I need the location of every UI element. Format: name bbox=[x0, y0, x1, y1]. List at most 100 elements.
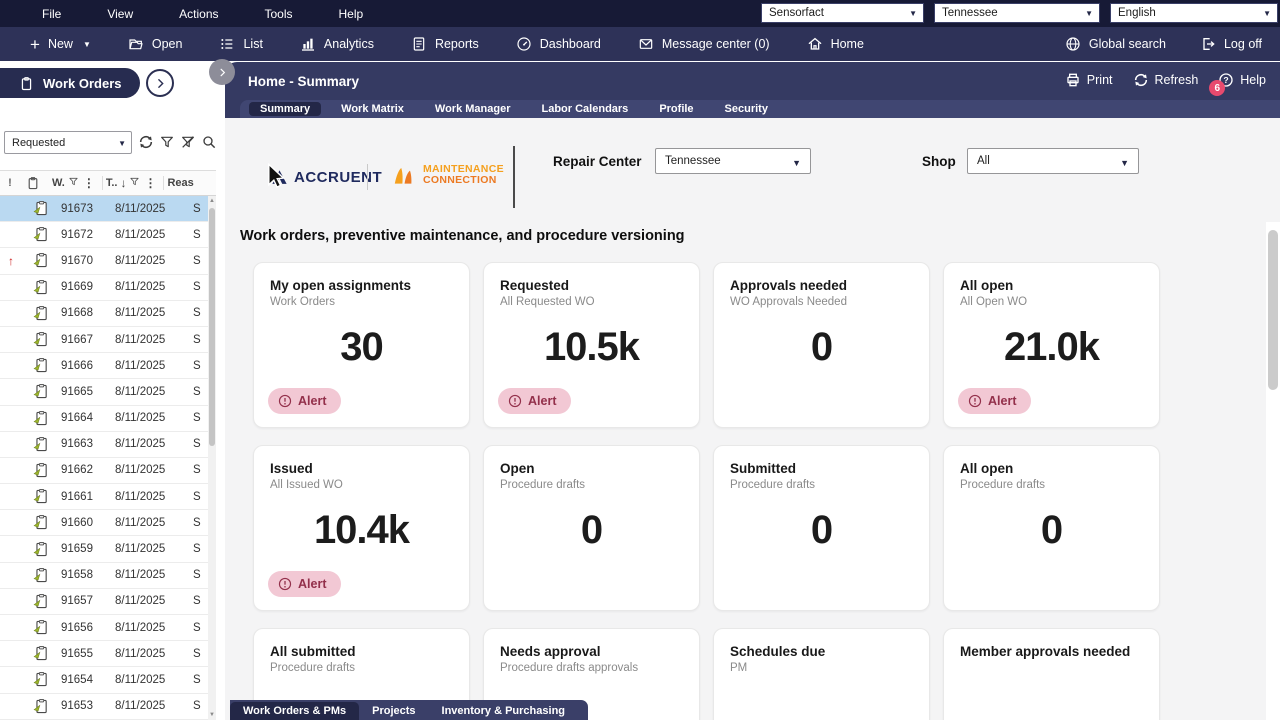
target-column-header[interactable]: T.. bbox=[106, 177, 118, 189]
sidebar-collapse-button[interactable] bbox=[209, 59, 235, 85]
column-menu-icon[interactable]: ⋮ bbox=[79, 176, 99, 190]
metric-value: 10.4k bbox=[270, 508, 453, 553]
filter-icon[interactable] bbox=[129, 176, 140, 187]
tab-security[interactable]: Security bbox=[714, 102, 779, 116]
tab-profile[interactable]: Profile bbox=[648, 102, 704, 116]
tab-summary[interactable]: Summary bbox=[249, 102, 321, 116]
analytics-button[interactable]: Analytics bbox=[300, 36, 374, 52]
target-date: 8/11/2025 bbox=[115, 412, 181, 424]
alert-button[interactable]: Alert bbox=[268, 388, 341, 414]
menu-help[interactable]: Help bbox=[321, 7, 382, 21]
metric-card[interactable]: All openAll Open WO21.0kAlert bbox=[943, 262, 1160, 428]
alert-button[interactable]: Alert bbox=[958, 388, 1031, 414]
alert-button[interactable]: Alert bbox=[498, 388, 571, 414]
table-row[interactable]: 916588/11/2025S bbox=[0, 563, 208, 589]
reason-column-header[interactable]: Reas bbox=[167, 177, 193, 189]
table-row[interactable]: 916688/11/2025S bbox=[0, 301, 208, 327]
table-row[interactable]: 916618/11/2025S bbox=[0, 484, 208, 510]
metric-card[interactable]: Approvals neededWO Approvals Needed0 bbox=[713, 262, 930, 428]
help-button[interactable]: 6 Help bbox=[1218, 72, 1266, 88]
table-row[interactable]: 916648/11/2025S bbox=[0, 406, 208, 432]
work-orders-module-button[interactable]: Work Orders bbox=[0, 68, 140, 98]
filter-icon[interactable] bbox=[68, 176, 79, 187]
global-search-button[interactable]: Global search bbox=[1065, 36, 1166, 52]
print-button[interactable]: Print bbox=[1065, 72, 1113, 88]
refresh-icon[interactable] bbox=[138, 134, 154, 150]
table-row[interactable]: 916728/11/2025S bbox=[0, 222, 208, 248]
table-row[interactable]: 916638/11/2025S bbox=[0, 432, 208, 458]
metric-title: Issued bbox=[270, 461, 453, 476]
menu-view[interactable]: View bbox=[89, 7, 151, 21]
table-row[interactable]: 916668/11/2025S bbox=[0, 353, 208, 379]
metric-card[interactable]: SubmittedProcedure drafts0 bbox=[713, 445, 930, 611]
reports-button[interactable]: Reports bbox=[411, 36, 479, 52]
tab-work-matrix[interactable]: Work Matrix bbox=[330, 102, 415, 116]
log-off-button[interactable]: Log off bbox=[1200, 36, 1262, 52]
repair-center-select[interactable]: Tennessee ▼ bbox=[655, 148, 811, 174]
tab-labor-calendars[interactable]: Labor Calendars bbox=[531, 102, 640, 116]
table-row[interactable]: 916698/11/2025S bbox=[0, 275, 208, 301]
metric-card[interactable]: IssuedAll Issued WO10.4kAlert bbox=[253, 445, 470, 611]
reason-cell: S bbox=[193, 307, 201, 319]
refresh-button[interactable]: Refresh bbox=[1133, 72, 1199, 88]
bottom-tab-inventory-purchasing[interactable]: Inventory & Purchasing bbox=[429, 702, 578, 720]
column-menu-icon[interactable]: ⋮ bbox=[140, 176, 160, 190]
metric-card[interactable]: Schedules duePM bbox=[713, 628, 930, 720]
scroll-up-icon[interactable]: ▲ bbox=[208, 198, 216, 204]
sort-desc-icon[interactable]: ↓ bbox=[120, 176, 126, 190]
table-row[interactable]: 916608/11/2025S bbox=[0, 510, 208, 536]
bottom-tab-work-orders-pms[interactable]: Work Orders & PMs bbox=[230, 702, 359, 720]
priority-column-header[interactable]: ! bbox=[0, 177, 20, 189]
menu-actions[interactable]: Actions bbox=[161, 7, 236, 21]
home-button[interactable]: Home bbox=[807, 36, 864, 52]
dashboard-button[interactable]: Dashboard bbox=[516, 36, 601, 52]
table-row[interactable]: 916558/11/2025S bbox=[0, 641, 208, 667]
metric-card[interactable]: RequestedAll Requested WO10.5kAlert bbox=[483, 262, 700, 428]
filter-icon[interactable] bbox=[159, 134, 175, 150]
metric-card[interactable]: OpenProcedure drafts0 bbox=[483, 445, 700, 611]
table-row[interactable]: 916598/11/2025S bbox=[0, 536, 208, 562]
module-next-button[interactable] bbox=[146, 69, 174, 97]
work-order-icon bbox=[32, 436, 49, 453]
message-center-button[interactable]: Message center (0) bbox=[638, 36, 770, 52]
clear-filter-icon[interactable] bbox=[180, 134, 196, 150]
table-row[interactable]: 916568/11/2025S bbox=[0, 615, 208, 641]
menu-file[interactable]: File bbox=[24, 7, 79, 21]
metric-card[interactable]: Member approvals needed bbox=[943, 628, 1160, 720]
maintenance-connection-mark-icon bbox=[391, 162, 417, 188]
list-button[interactable]: List bbox=[219, 36, 262, 52]
table-row[interactable]: 916548/11/2025S bbox=[0, 667, 208, 693]
table-row[interactable]: 916678/11/2025S bbox=[0, 327, 208, 353]
work-order-id: 91670 bbox=[61, 255, 107, 267]
metric-card[interactable]: My open assignmentsWork Orders30Alert bbox=[253, 262, 470, 428]
menu-tools[interactable]: Tools bbox=[247, 7, 311, 21]
content-scrollbar[interactable] bbox=[1266, 222, 1280, 720]
scroll-down-icon[interactable]: ▼ bbox=[208, 712, 216, 718]
language-select[interactable]: English ▼ bbox=[1110, 3, 1278, 23]
org-select-value: Sensorfact bbox=[769, 7, 824, 19]
alert-button[interactable]: Alert bbox=[268, 571, 341, 597]
metric-value: 0 bbox=[730, 508, 913, 553]
search-icon[interactable] bbox=[201, 134, 217, 150]
metric-card[interactable]: All openProcedure drafts0 bbox=[943, 445, 1160, 611]
new-button[interactable]: + New ▼ bbox=[30, 36, 91, 53]
bottom-tab-projects[interactable]: Projects bbox=[359, 702, 428, 720]
shop-select[interactable]: All ▼ bbox=[967, 148, 1139, 174]
table-row[interactable]: 916538/11/2025S bbox=[0, 694, 208, 720]
scrollbar-thumb[interactable] bbox=[1268, 230, 1278, 390]
table-row[interactable]: 916658/11/2025S bbox=[0, 379, 208, 405]
toolbar: + New ▼ Open List Analytics Reports Dash… bbox=[0, 27, 1280, 61]
site-select[interactable]: Tennessee ▼ bbox=[934, 3, 1100, 23]
wo-column-header[interactable]: W. bbox=[52, 177, 65, 189]
scrollbar-thumb[interactable] bbox=[209, 208, 215, 446]
org-select[interactable]: Sensorfact ▼ bbox=[761, 3, 924, 23]
table-row[interactable]: 916738/11/2025S bbox=[0, 196, 208, 222]
table-row[interactable]: ↑916708/11/2025S bbox=[0, 248, 208, 274]
table-row[interactable]: 916628/11/2025S bbox=[0, 458, 208, 484]
tab-work-manager[interactable]: Work Manager bbox=[424, 102, 522, 116]
table-row[interactable]: 916578/11/2025S bbox=[0, 589, 208, 615]
status-filter-select[interactable]: Requested ▼ bbox=[4, 131, 132, 154]
open-button[interactable]: Open bbox=[128, 36, 183, 52]
work-order-icon bbox=[32, 593, 49, 610]
sidebar-scrollbar[interactable]: ▲ ▼ bbox=[208, 196, 216, 720]
